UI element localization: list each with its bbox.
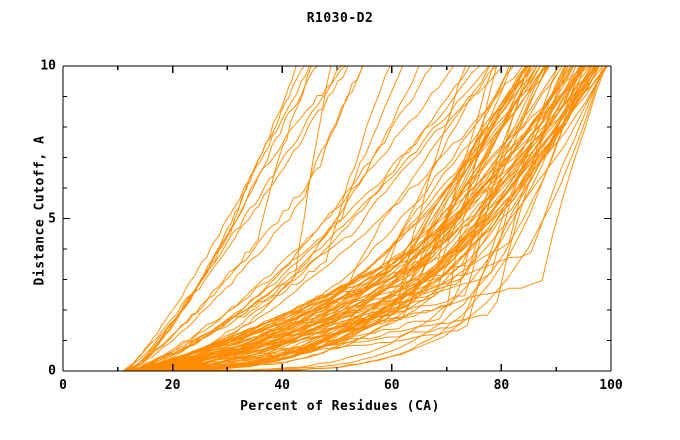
series-line xyxy=(128,66,306,371)
series-line xyxy=(128,66,498,371)
x-tick-label: 0 xyxy=(59,378,67,393)
series-line xyxy=(123,66,514,371)
series-line xyxy=(130,66,512,371)
y-tick-label: 10 xyxy=(40,58,56,74)
series-line xyxy=(129,66,319,371)
series-line xyxy=(127,66,608,371)
series-line xyxy=(128,66,529,371)
series-group xyxy=(122,66,608,371)
series-line xyxy=(128,66,467,371)
series-line xyxy=(130,66,538,371)
series-line xyxy=(124,66,454,371)
chart-title: R1030-D2 xyxy=(306,11,374,26)
y-tick-label: 5 xyxy=(48,211,56,226)
series-line xyxy=(123,66,548,371)
series-line xyxy=(128,66,332,371)
series-line xyxy=(131,66,559,371)
series-line xyxy=(124,66,310,371)
series-line xyxy=(125,66,504,371)
series-line xyxy=(127,66,607,371)
series-line xyxy=(124,66,349,371)
series-line xyxy=(125,66,312,371)
series-line xyxy=(127,66,572,371)
series-line xyxy=(125,66,596,371)
x-tick-label: 80 xyxy=(493,378,510,393)
series-line xyxy=(122,66,364,371)
series-line xyxy=(122,66,343,371)
series-line xyxy=(123,66,598,371)
x-tick-label: 60 xyxy=(383,378,400,393)
x-tick-label: 40 xyxy=(274,378,291,393)
series-line xyxy=(126,66,364,371)
series-line xyxy=(125,66,532,371)
series-line xyxy=(127,66,560,371)
x-tick-label: 20 xyxy=(164,378,181,393)
series-line xyxy=(123,66,420,371)
y-tick-label: 0 xyxy=(48,363,56,379)
series-line xyxy=(123,66,490,371)
series-line xyxy=(127,66,391,371)
x-axis-label: Percent of Residues (CA) xyxy=(240,399,440,414)
axis-frame xyxy=(62,65,612,372)
series-line xyxy=(126,66,575,371)
series-line xyxy=(128,66,490,371)
series-line xyxy=(123,66,547,371)
series-line xyxy=(123,66,297,371)
series-line xyxy=(125,66,481,371)
x-tick-label: 100 xyxy=(599,378,623,393)
series-line xyxy=(131,66,530,371)
series-line xyxy=(126,66,404,371)
